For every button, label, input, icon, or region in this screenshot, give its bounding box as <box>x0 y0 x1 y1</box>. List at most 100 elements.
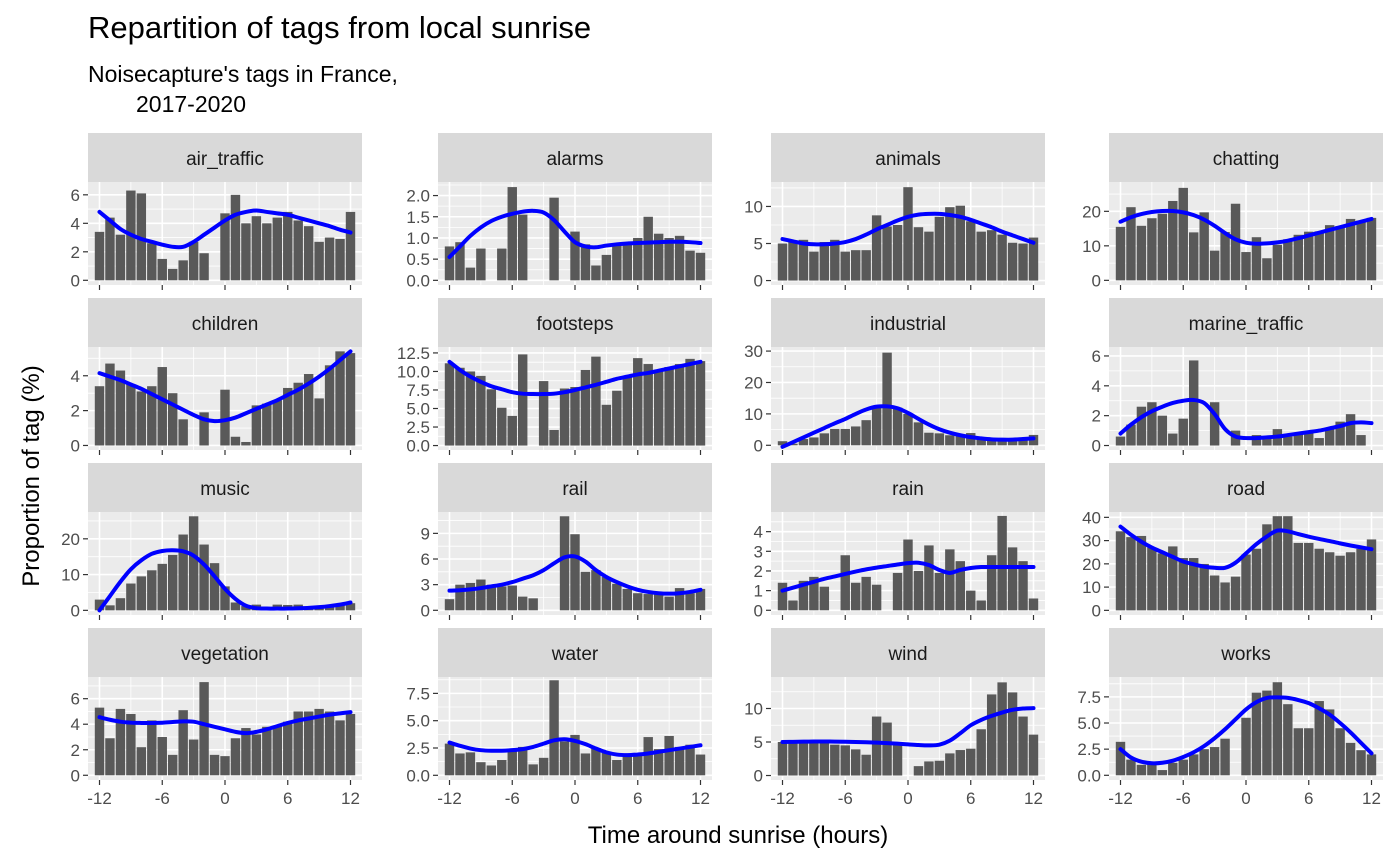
bar <box>1199 212 1209 281</box>
bar <box>230 194 241 281</box>
bar <box>840 251 850 281</box>
facet-strip-label: road <box>1227 479 1265 500</box>
bar <box>345 603 356 611</box>
y-tick-label: 3 <box>754 542 763 561</box>
bar <box>871 716 882 776</box>
bar <box>262 403 272 446</box>
bar <box>476 248 486 281</box>
bar <box>851 749 861 776</box>
bar <box>913 227 924 281</box>
y-tick-label: 20 <box>744 373 763 392</box>
bar <box>1136 535 1147 611</box>
facet-strip <box>771 298 1045 347</box>
bar <box>241 606 251 611</box>
facet-panel-animals: animals 0 5 10 <box>744 133 1045 291</box>
y-tick-label: 20 <box>1082 555 1101 574</box>
y-tick-label: 10 <box>1082 237 1101 256</box>
bar <box>1126 759 1136 776</box>
bar <box>997 234 1007 281</box>
y-tick-label: 5.0 <box>406 400 430 419</box>
bar <box>188 516 199 611</box>
bar <box>1007 692 1018 776</box>
bar <box>1168 762 1178 776</box>
bar <box>497 760 507 776</box>
x-tick-label: -12 <box>1108 789 1133 808</box>
bar <box>1018 561 1028 611</box>
bar <box>455 367 465 446</box>
bar <box>136 747 147 776</box>
bar <box>1178 558 1188 611</box>
y-tick-label: 0 <box>1092 601 1101 620</box>
bar <box>1366 539 1377 611</box>
bar <box>1314 231 1324 281</box>
bar <box>241 223 251 281</box>
bar <box>1356 435 1366 446</box>
y-tick-label: 20 <box>1082 202 1101 221</box>
smooth-line <box>1118 524 1374 571</box>
x-tick-label: 6 <box>1304 789 1313 808</box>
bar <box>1366 754 1377 776</box>
smooth-line <box>1118 397 1374 441</box>
facet-strip-label: air_traffic <box>186 149 264 170</box>
bar <box>507 415 517 446</box>
y-tick-label: 1 <box>754 582 763 601</box>
y-tick-label: 0 <box>71 271 80 290</box>
y-tick-label: 10.0 <box>397 362 430 381</box>
y-tick-label: 4 <box>754 523 763 542</box>
bar <box>664 367 674 446</box>
bar <box>955 205 965 281</box>
bar <box>997 439 1007 446</box>
bar <box>345 714 356 776</box>
bar <box>580 753 591 776</box>
bar <box>335 720 345 776</box>
bar <box>976 600 986 611</box>
bar <box>1018 716 1028 776</box>
facet-strip-label: alarms <box>546 149 603 170</box>
bar <box>1230 576 1241 611</box>
y-tick-label: 0 <box>754 436 763 455</box>
bar <box>220 756 230 776</box>
bar <box>664 735 674 776</box>
bar <box>570 534 580 611</box>
bar <box>1283 239 1293 281</box>
facet-strip-label: works <box>1220 644 1271 665</box>
bar <box>168 268 178 281</box>
y-tick-label: 20 <box>61 530 80 549</box>
facet-strip <box>1109 133 1383 182</box>
facet-panels: air_traffic 0 2 4 6 alarms 0.0 0.5 1.0 1.5 2.0 anim… <box>61 133 1383 808</box>
facet-strip <box>771 628 1045 677</box>
bar <box>788 242 798 281</box>
bar <box>1304 542 1314 611</box>
facet-strip <box>88 463 362 512</box>
bar <box>1126 207 1136 281</box>
bar <box>538 381 549 446</box>
bar <box>830 428 840 446</box>
bar <box>819 433 830 446</box>
bar <box>851 582 861 611</box>
bar <box>314 398 324 446</box>
bar <box>830 744 840 776</box>
bar <box>241 441 251 446</box>
bar <box>882 352 892 446</box>
x-tick-label: 12 <box>691 789 710 808</box>
bar <box>798 580 809 611</box>
bar <box>444 743 455 776</box>
facet-strip-label: children <box>192 314 259 335</box>
bar <box>230 436 241 446</box>
bar <box>1220 738 1230 776</box>
bar <box>934 216 945 281</box>
bar <box>892 224 903 281</box>
bar <box>1147 402 1157 446</box>
bar <box>809 251 819 281</box>
bar <box>283 211 293 281</box>
facet-strip-label: rain <box>892 479 924 500</box>
bar <box>1262 690 1272 776</box>
y-tick-label: 2 <box>754 562 763 581</box>
y-axis-title: Proportion of tag (%) <box>18 365 45 586</box>
bar <box>633 754 643 776</box>
facet-panel-air_traffic: air_traffic 0 2 4 6 <box>71 133 362 290</box>
bar <box>115 708 126 776</box>
y-tick-label: 2.5 <box>406 418 430 437</box>
x-tick-label: 0 <box>220 789 229 808</box>
